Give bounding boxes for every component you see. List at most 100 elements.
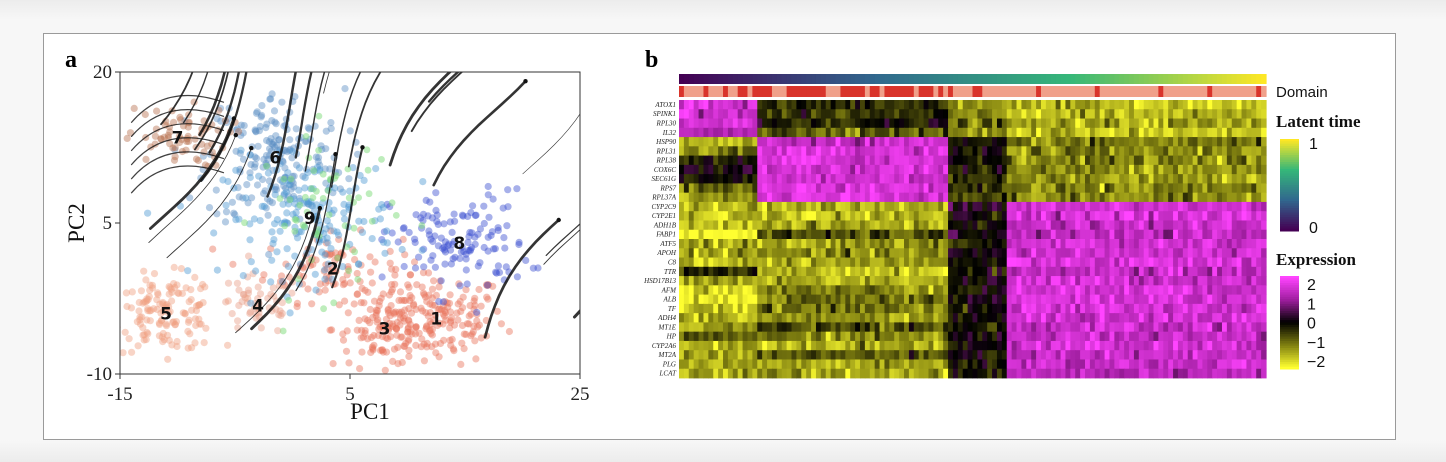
heatmap-cell [718, 146, 724, 156]
heatmap-cell [1221, 229, 1228, 240]
heatmap-cell [762, 266, 768, 277]
heatmap-cell [1231, 192, 1238, 203]
heatmap-cell [855, 192, 861, 203]
heatmap-cell [698, 313, 705, 323]
heatmap-cell [1104, 220, 1111, 231]
heatmap-cell [864, 174, 871, 184]
heatmap-cell [982, 137, 988, 147]
heatmap-cell [1040, 239, 1047, 249]
heatmap-cell [1114, 276, 1120, 286]
cluster-1-point [459, 304, 467, 312]
cluster-3-point [382, 348, 391, 356]
latent-time-cell [1119, 74, 1125, 84]
cluster-5-point [169, 318, 177, 326]
heatmap-cell [884, 164, 890, 175]
heatmap-cell [992, 201, 998, 212]
cluster-2-point [258, 276, 267, 284]
heatmap-cell [776, 192, 783, 203]
heatmap-cell [859, 100, 866, 110]
heatmap-cell [683, 239, 690, 249]
heatmap-cell [952, 313, 959, 323]
heatmap-cell [884, 331, 890, 342]
heatmap-cell [913, 257, 920, 268]
heatmap-cell [1055, 109, 1062, 119]
heatmap-cell [703, 350, 709, 360]
heatmap-cell [1148, 192, 1155, 203]
heatmap-cell [982, 183, 988, 194]
heatmap-cell [869, 137, 876, 147]
heatmap-cell [913, 276, 920, 286]
cluster-8-point [490, 245, 498, 253]
latent-time-cell [820, 74, 827, 84]
heatmap-cell [762, 155, 768, 166]
heatmap-cell [830, 220, 837, 231]
cluster-6-point [286, 147, 294, 155]
heatmap-cell [889, 146, 895, 156]
heatmap-cell [1133, 146, 1140, 156]
cluster-1-point [441, 298, 449, 306]
heatmap-cell [1221, 248, 1228, 258]
cluster-1-point [441, 308, 449, 317]
heatmap-cell [1256, 229, 1262, 240]
heatmap-cell [771, 146, 778, 156]
cluster-8-point [426, 198, 434, 206]
heatmap-cell [1080, 350, 1086, 360]
heatmap-cell [913, 322, 920, 333]
cluster-1-point [426, 300, 434, 308]
cluster-1-point [446, 291, 454, 299]
heatmap-cell [1182, 192, 1189, 203]
heatmap-cell [1226, 229, 1233, 240]
heatmap-cell [1045, 146, 1052, 156]
heatmap-cell [1085, 183, 1091, 194]
heatmap-cell [962, 294, 969, 305]
heatmap-cell [1153, 229, 1159, 240]
cluster-1-point [391, 308, 399, 316]
heatmap-cell [1070, 220, 1076, 231]
heatmap-cell [1114, 155, 1120, 166]
cluster-4-point [233, 279, 241, 287]
heatmap-cell [869, 201, 876, 212]
heatmap-cell [1207, 322, 1213, 333]
cluster-1-point [471, 301, 479, 309]
heatmap-cell [713, 229, 719, 240]
cluster-3-point [356, 365, 364, 373]
cluster-8-point [480, 243, 488, 252]
heatmap-cell [992, 294, 998, 305]
heatmap-cell [1075, 164, 1081, 175]
heatmap-cell [820, 100, 827, 110]
domain-bar [679, 86, 1267, 97]
heatmap-cell [708, 174, 714, 184]
heatmap-cell [879, 137, 886, 147]
heatmap-cell [801, 359, 807, 370]
cluster-8-point [380, 228, 388, 236]
heatmap-cell [908, 248, 915, 258]
cluster-6-point [271, 118, 279, 126]
heatmap-cell [1089, 359, 1096, 370]
heatmap-cell [718, 100, 724, 110]
heatmap-cell [1129, 340, 1135, 351]
heatmap-cell [855, 285, 861, 295]
heatmap-cell [1221, 220, 1228, 231]
heatmap-cell [1182, 239, 1189, 249]
heatmap-cell [1119, 248, 1125, 258]
cluster-2-point [281, 281, 289, 289]
heatmap-cell [1109, 313, 1115, 323]
heatmap-cell [742, 322, 749, 333]
domain-cell [869, 86, 876, 97]
heatmap-cell [698, 118, 705, 129]
heatmap-cell [737, 340, 744, 351]
heatmap-cell [693, 211, 700, 221]
cluster-6-point [251, 160, 259, 168]
heatmap-cell [732, 146, 739, 156]
heatmap-cell [727, 164, 734, 175]
heatmap-cell [884, 303, 890, 314]
heatmap-cell [1016, 359, 1023, 370]
cluster-3-point [369, 313, 377, 322]
heatmap-cell [815, 192, 822, 203]
heatmap-cell [718, 285, 724, 295]
heatmap-cell [1045, 239, 1052, 249]
cluster-2-point [360, 299, 368, 307]
cluster-1-point [395, 296, 403, 304]
cluster-5-point [167, 285, 175, 293]
heatmap-cell [1163, 146, 1169, 156]
